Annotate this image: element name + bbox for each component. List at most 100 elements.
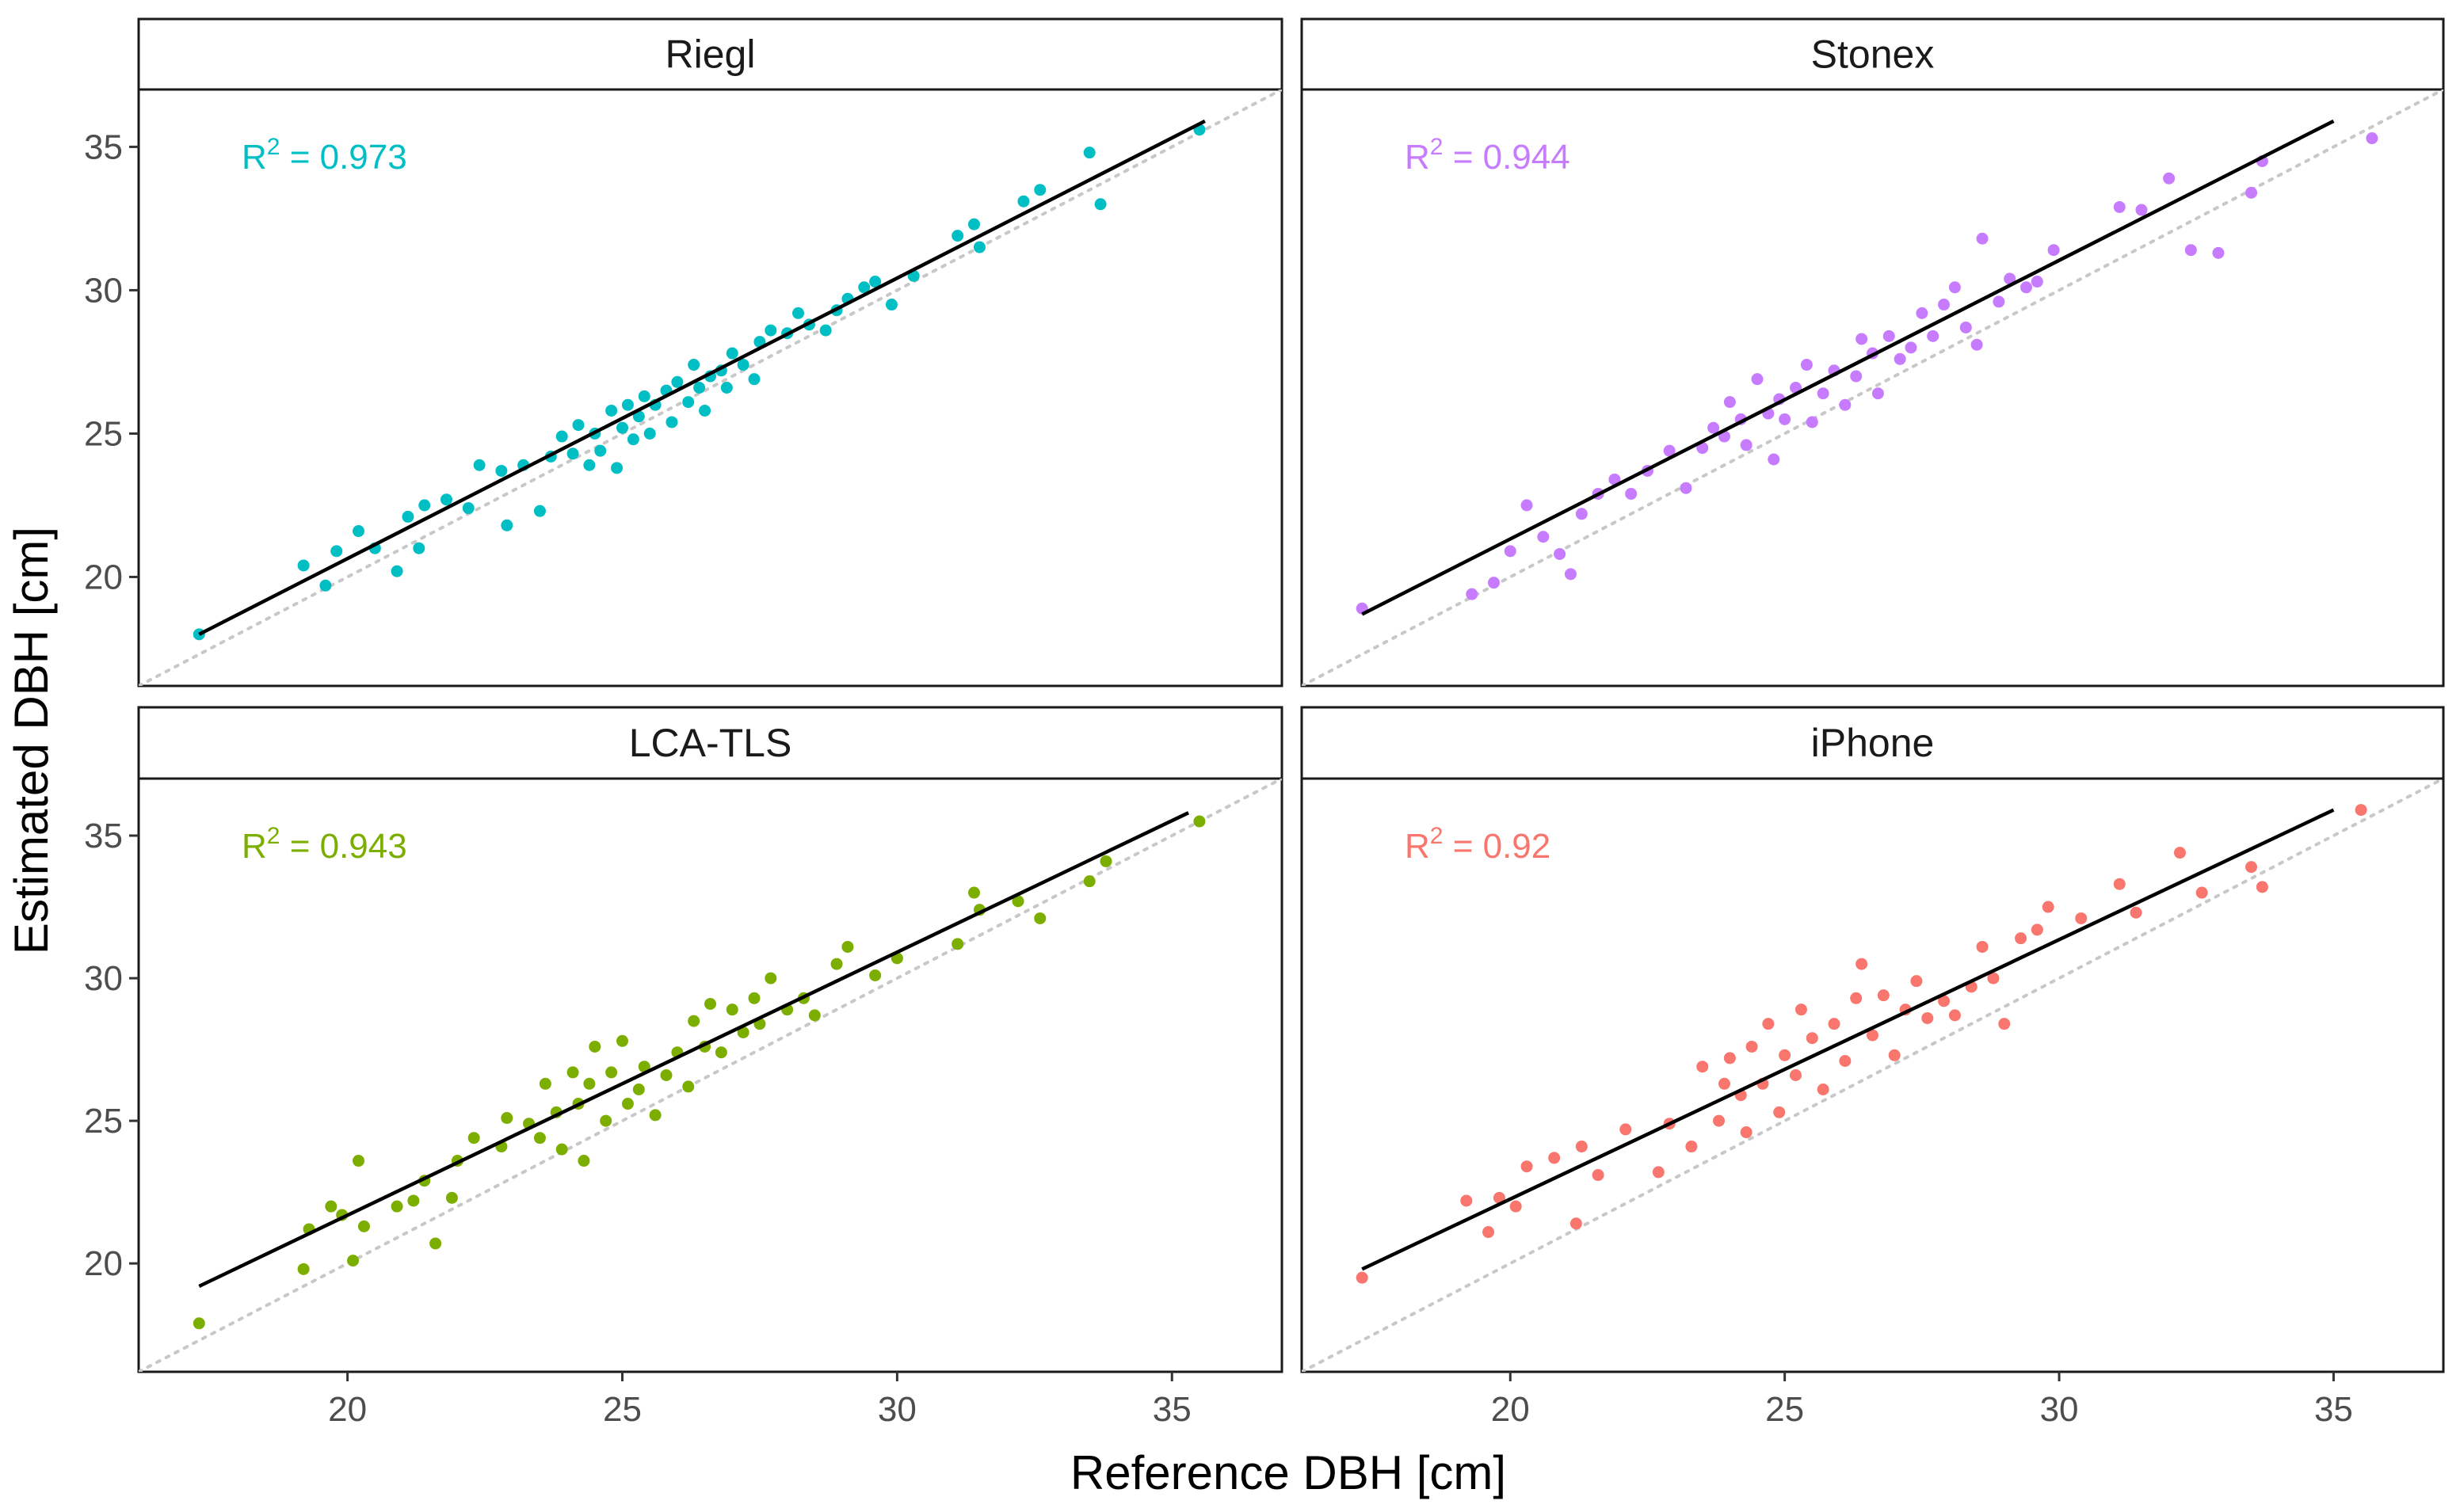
data-point xyxy=(589,1040,601,1053)
data-point xyxy=(1779,413,1791,425)
data-point xyxy=(952,230,964,242)
data-point xyxy=(583,459,596,471)
data-point xyxy=(566,448,579,460)
data-point xyxy=(501,519,513,531)
data-point xyxy=(715,1046,727,1059)
data-point xyxy=(2113,878,2126,890)
data-point xyxy=(1916,307,1928,319)
data-point xyxy=(1466,588,1478,600)
y-tick-label: 30 xyxy=(84,271,123,310)
data-point xyxy=(819,324,832,337)
fit-line xyxy=(1361,119,2335,616)
data-point xyxy=(533,505,546,517)
data-point xyxy=(1504,545,1516,558)
data-point xyxy=(1806,416,1818,428)
data-point xyxy=(193,1317,205,1330)
data-point xyxy=(638,390,650,402)
data-point xyxy=(441,493,452,506)
x-tick-label: 20 xyxy=(328,1390,367,1429)
data-point xyxy=(1790,1069,1802,1081)
x-tick-label: 30 xyxy=(878,1390,917,1429)
data-point xyxy=(495,464,508,477)
data-point xyxy=(462,502,475,515)
data-point xyxy=(1723,396,1736,409)
data-point xyxy=(1850,370,1863,383)
data-point xyxy=(830,958,843,970)
data-point xyxy=(402,510,414,523)
fit-line xyxy=(198,811,1190,1289)
data-point xyxy=(1959,321,1972,333)
data-point xyxy=(297,1263,310,1275)
data-point xyxy=(1740,1126,1753,1139)
r2-annotation: R2 = 0.973 xyxy=(242,134,407,177)
data-point xyxy=(600,1114,612,1127)
x-axis-title: Reference DBH [cm] xyxy=(1070,1446,1506,1499)
data-point xyxy=(2195,886,2208,899)
data-point xyxy=(1877,989,1890,1002)
data-point xyxy=(572,419,585,432)
data-point xyxy=(765,972,777,985)
data-point xyxy=(501,1112,513,1125)
data-point xyxy=(1592,1169,1604,1182)
panel-title: Riegl xyxy=(666,32,756,77)
data-point xyxy=(1083,147,1096,159)
identity-line xyxy=(1302,779,2443,1372)
panel-title: iPhone xyxy=(1811,721,1935,765)
panel-title: LCA-TLS xyxy=(629,721,792,765)
data-point xyxy=(748,992,761,1004)
data-point xyxy=(1193,815,1206,828)
data-point xyxy=(319,579,332,592)
data-point xyxy=(1905,341,1917,354)
data-point xyxy=(594,444,607,457)
data-point xyxy=(726,347,738,360)
panel-title: Stonex xyxy=(1811,32,1935,77)
data-point xyxy=(688,1015,700,1027)
data-point xyxy=(1017,195,1030,208)
data-point xyxy=(1867,1029,1878,1042)
data-point xyxy=(1034,184,1047,196)
data-point xyxy=(627,433,639,446)
data-point xyxy=(1713,1114,1726,1127)
data-point xyxy=(616,1034,628,1047)
data-point xyxy=(1034,912,1047,924)
data-point xyxy=(1520,1160,1533,1173)
data-point xyxy=(1948,281,1961,294)
plot-area xyxy=(1302,779,2443,1372)
data-point xyxy=(539,1077,551,1090)
panel-lca-tls: LCA-TLS R2 = 0.943 20 25 30 35 20 25 30 35 xyxy=(84,706,1283,1429)
data-point xyxy=(391,1200,403,1213)
data-point xyxy=(605,404,618,417)
data-point xyxy=(1663,444,1676,457)
data-point xyxy=(1976,940,1989,953)
data-point xyxy=(1817,1084,1829,1096)
plot-area xyxy=(1302,90,2443,686)
data-point xyxy=(649,1109,662,1122)
panel-stonex: Stonex R2 = 0.944 xyxy=(1300,17,2445,687)
data-point xyxy=(2256,881,2268,893)
r2-annotation: R2 = 0.944 xyxy=(1405,134,1570,177)
data-point xyxy=(1855,958,1868,970)
data-point xyxy=(808,1009,821,1022)
data-point xyxy=(2015,932,2027,945)
data-point xyxy=(699,404,711,417)
plot-area xyxy=(139,779,1282,1372)
data-point xyxy=(413,542,425,554)
data-point xyxy=(737,359,749,371)
data-point xyxy=(605,1066,618,1079)
data-point xyxy=(1779,1049,1791,1061)
data-point xyxy=(1509,1200,1522,1213)
data-point xyxy=(1493,1191,1505,1204)
panel-riegl: Riegl R2 = 0.973 20 25 30 35 xyxy=(84,17,1283,687)
data-point xyxy=(407,1194,420,1207)
data-point xyxy=(792,307,804,319)
y-tick-label: 35 xyxy=(84,128,123,166)
data-point xyxy=(1745,1040,1758,1053)
data-point xyxy=(1460,1194,1473,1207)
panel-iphone: iPhone R2 = 0.92 20 25 30 35 xyxy=(1300,706,2445,1429)
data-point xyxy=(1012,895,1024,908)
data-point xyxy=(1998,1018,2011,1030)
data-point xyxy=(2245,861,2258,874)
data-point xyxy=(1970,338,1983,351)
data-point xyxy=(330,545,343,558)
data-point xyxy=(2366,132,2378,145)
